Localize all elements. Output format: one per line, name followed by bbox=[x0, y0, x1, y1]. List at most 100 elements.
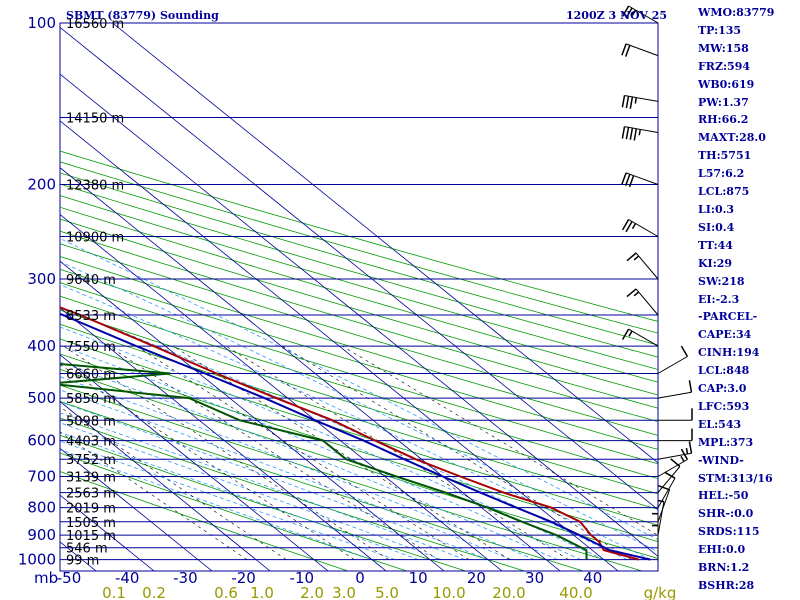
dry-adiabat-line bbox=[60, 309, 658, 495]
height-label: 9640 m bbox=[66, 273, 116, 288]
dry-adiabat-line bbox=[60, 218, 658, 396]
temperature-profile bbox=[60, 306, 640, 561]
mixing-ratio-tick-label: 2.0 bbox=[300, 584, 324, 600]
dry-adiabat-line bbox=[60, 243, 658, 423]
dry-adiabat-line bbox=[60, 400, 584, 571]
index-item: LFC:593 bbox=[698, 399, 750, 413]
height-label: 2563 m bbox=[66, 487, 116, 502]
height-label: 3139 m bbox=[66, 471, 116, 486]
wind-barb bbox=[657, 499, 665, 536]
wind-barb-flag bbox=[628, 175, 635, 188]
isotherm-line bbox=[60, 213, 503, 571]
wind-barb bbox=[658, 408, 693, 421]
wind-barb-staff bbox=[628, 219, 659, 237]
index-item: LCL:848 bbox=[698, 364, 750, 378]
dry-adiabat-line bbox=[60, 282, 658, 465]
pressure-tick-label: 300 bbox=[27, 270, 56, 288]
pressure-tick-label: 100 bbox=[27, 14, 56, 32]
index-item: SW:218 bbox=[698, 274, 745, 288]
moist-adiabat-line bbox=[60, 361, 558, 560]
wind-barb-flag bbox=[621, 219, 630, 231]
wind-barb-half-flag bbox=[633, 255, 640, 261]
moist-adiabat-line bbox=[60, 284, 651, 560]
height-label: 12380 m bbox=[66, 179, 124, 194]
wind-barb-staff bbox=[657, 501, 665, 536]
pressure-tick-label: 400 bbox=[27, 337, 56, 355]
height-label: 10900 m bbox=[66, 231, 124, 246]
wind-barb-flag bbox=[625, 7, 633, 19]
isotherm-line bbox=[60, 307, 387, 571]
wind-barb bbox=[657, 380, 693, 399]
mixing-ratio-tick-label: 10.0 bbox=[432, 584, 465, 600]
mixing-ratio-line bbox=[225, 345, 569, 560]
plot-frame bbox=[59, 22, 659, 572]
index-item: -PARCEL- bbox=[698, 310, 758, 324]
temperature-tick-label: -20 bbox=[231, 569, 256, 587]
height-label: 1015 m bbox=[66, 529, 116, 544]
wind-barb-staff bbox=[635, 288, 659, 316]
wind-barb bbox=[621, 328, 659, 347]
wind-barb-staff bbox=[628, 328, 659, 347]
mixing-ratio-line bbox=[63, 345, 389, 560]
wind-barb-staff bbox=[624, 126, 659, 133]
wind-barb-staff bbox=[625, 43, 659, 57]
isotherm-line bbox=[0, 23, 38, 571]
wind-barb-flag bbox=[626, 252, 637, 262]
wind-barb-staff bbox=[624, 95, 659, 102]
wind-barb-staff bbox=[657, 459, 688, 477]
wind-barb-flag bbox=[680, 448, 689, 460]
isotherm-line bbox=[60, 120, 619, 571]
wind-barb-flag bbox=[624, 45, 631, 57]
mixing-ratio-tick-label: 1.0 bbox=[250, 584, 274, 600]
wind-barb bbox=[657, 448, 689, 477]
wind-barb bbox=[657, 458, 681, 493]
index-item: SI:0.4 bbox=[698, 220, 735, 234]
wind-barb-flag bbox=[621, 126, 626, 139]
wind-barb-flag bbox=[670, 458, 681, 468]
mixing-ratio-tick-label: 20.0 bbox=[492, 584, 525, 600]
height-label: 7550 m bbox=[66, 340, 116, 355]
index-item: BRN:1.2 bbox=[698, 561, 750, 575]
isotherm-line bbox=[60, 401, 271, 571]
wind-barb-staff bbox=[657, 391, 692, 399]
wind-barb-staff bbox=[657, 466, 681, 493]
stability-indices-panel: WMO:83779 TP:135 MW:158 FRZ:594 WB0:619 PW:1.… bbox=[698, 4, 798, 595]
temperature-tick-label: -40 bbox=[115, 569, 140, 587]
wind-barb bbox=[657, 441, 693, 460]
wind-barb-flag bbox=[624, 174, 631, 186]
height-label: 2019 m bbox=[66, 502, 116, 517]
index-item: MPL:373 bbox=[698, 435, 754, 449]
pressure-tick-label: 200 bbox=[27, 176, 56, 194]
wind-barb-half-flag bbox=[634, 97, 638, 104]
moist-adiabat-line bbox=[60, 306, 628, 560]
wind-barb-half-flag bbox=[657, 499, 665, 503]
pressure-tick-label: 900 bbox=[27, 526, 56, 544]
wind-barb-half-flag bbox=[628, 330, 633, 337]
wind-barb-flag bbox=[688, 441, 693, 454]
wind-barb-staff bbox=[625, 172, 659, 185]
wind-barb bbox=[652, 524, 659, 560]
wind-barb-flag bbox=[621, 328, 630, 340]
mixing-ratio-line bbox=[60, 406, 287, 560]
mixing-ratio-tick-label: 5.0 bbox=[375, 584, 399, 600]
temperature-tick-label: 30 bbox=[525, 569, 544, 587]
mixing-ratio-line bbox=[282, 345, 632, 560]
index-item: BSHR:28 bbox=[698, 579, 755, 592]
height-label: 5098 m bbox=[66, 414, 116, 429]
index-item: EL:543 bbox=[698, 417, 742, 431]
isotherm-line bbox=[60, 354, 329, 571]
mixing-ratio-unit-label: g/kg bbox=[644, 584, 677, 600]
wind-barb-half-flag bbox=[685, 447, 689, 455]
parcel-profile bbox=[60, 312, 651, 561]
dry-adiabat-line bbox=[60, 295, 658, 480]
wind-barb bbox=[657, 484, 671, 522]
temperature-tick-label: 0 bbox=[355, 569, 365, 587]
moist-adiabat-line bbox=[60, 261, 658, 553]
wind-barb-half-flag bbox=[631, 223, 637, 230]
wind-barb-flag bbox=[626, 288, 637, 298]
wind-barb-flag bbox=[621, 95, 626, 108]
wind-barb-staff bbox=[657, 489, 671, 522]
index-item: TP:135 bbox=[698, 23, 742, 37]
index-item: LI:0.3 bbox=[698, 202, 735, 216]
